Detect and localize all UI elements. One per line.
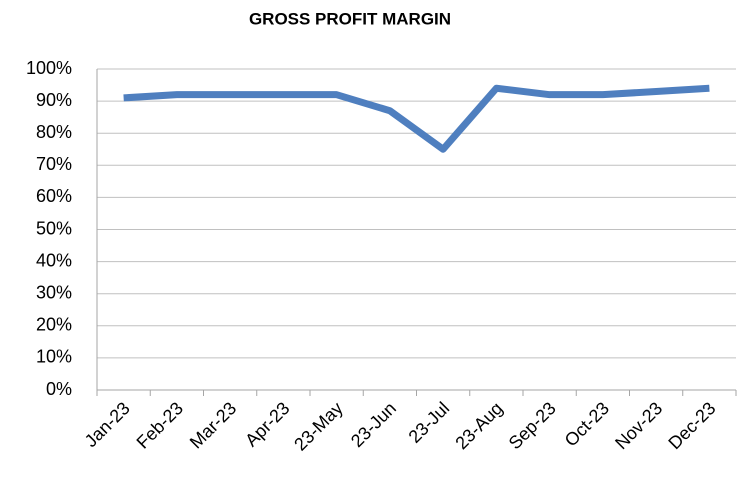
y-tick-label: 10% (36, 347, 72, 367)
y-tick-label: 100% (26, 58, 72, 78)
chart-title: GROSS PROFIT MARGIN (249, 9, 451, 28)
x-tick-label: Apr-23 (241, 398, 293, 450)
y-tick-label: 50% (36, 218, 72, 238)
x-tick-label: 23-Aug (451, 398, 506, 453)
y-tick-label: 80% (36, 122, 72, 142)
y-tick-label: 40% (36, 250, 72, 270)
data-line (123, 84, 710, 153)
y-tick-label: 70% (36, 154, 72, 174)
x-tick-label: Mar-23 (186, 398, 240, 452)
x-tick-label: 23-Jun (347, 398, 400, 451)
x-tick-label: Sep-23 (505, 398, 560, 453)
x-tick-label: Jan-23 (81, 398, 134, 451)
y-tick-label: 30% (36, 282, 72, 302)
x-tick-label: Nov-23 (611, 398, 666, 453)
y-tick-label: 0% (46, 379, 72, 399)
x-tick-label: 23-May (290, 398, 347, 455)
y-tick-label: 60% (36, 186, 72, 206)
x-tick-label: Dec-23 (664, 398, 719, 453)
y-tick-label: 20% (36, 315, 72, 335)
y-tick-label: 90% (36, 90, 72, 110)
x-tick-label: Feb-23 (133, 398, 187, 452)
x-tick-label: 23-Jul (404, 398, 453, 447)
x-tick-label: Oct-23 (561, 398, 613, 450)
